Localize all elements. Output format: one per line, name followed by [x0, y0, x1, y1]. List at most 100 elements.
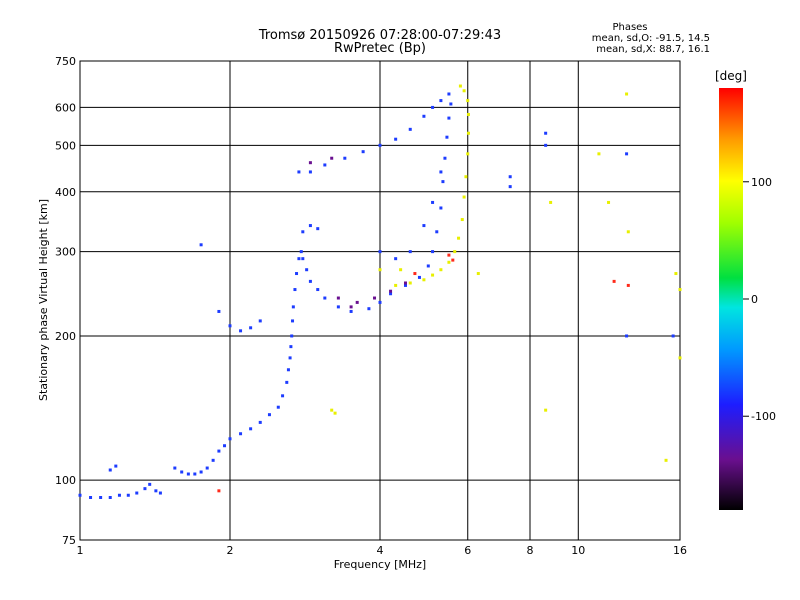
echo-point [299, 250, 303, 254]
echo-point [439, 170, 443, 174]
echo-point [193, 472, 197, 476]
echo-point [394, 283, 398, 287]
echo-point [625, 92, 629, 96]
colorbar-label: [deg] [715, 69, 747, 83]
echo-point [290, 334, 294, 338]
echo-point [447, 260, 451, 264]
echo-point [544, 143, 548, 147]
echo-point [626, 283, 630, 287]
colorbar-tick-label: -100 [751, 410, 776, 423]
echo-point [508, 185, 512, 189]
echo-point [108, 495, 112, 499]
echo-point [460, 218, 464, 222]
echo-point [154, 489, 158, 493]
echo-point [394, 137, 398, 141]
echo-point [323, 163, 327, 167]
x-axis-label: Frequency [MHz] [334, 558, 426, 571]
echo-point [464, 175, 468, 179]
x-tick-label: 2 [227, 544, 234, 557]
echo-point [373, 296, 377, 300]
echo-point [349, 309, 353, 313]
echo-point [457, 236, 461, 240]
echo-point [462, 89, 466, 93]
echo-point [78, 493, 82, 497]
echo-point [199, 243, 203, 247]
echo-point [301, 257, 305, 261]
echo-point [443, 156, 447, 160]
y-tick-label: 300 [55, 246, 76, 259]
echo-point [367, 307, 371, 311]
echo-point [466, 112, 470, 116]
echo-point [549, 200, 553, 204]
echo-point [389, 292, 393, 296]
echo-point [316, 227, 320, 231]
echo-point [199, 470, 203, 474]
echo-point [378, 250, 382, 254]
echo-point [99, 495, 103, 499]
echo-point [431, 200, 435, 204]
echo-point [295, 272, 299, 276]
echo-point [308, 224, 312, 228]
echo-point [447, 116, 451, 120]
echo-point [435, 230, 439, 234]
echo-point [678, 356, 682, 360]
phases-x-stats: mean, sd,X: 88.7, 16.1 [596, 44, 710, 55]
echo-point [343, 156, 347, 160]
echo-point [239, 329, 243, 333]
echo-point [439, 206, 443, 210]
echo-point [413, 272, 417, 276]
echo-point [349, 305, 353, 309]
echo-point [439, 268, 443, 272]
echo-point [281, 394, 285, 398]
echo-point [458, 84, 462, 88]
echo-point [451, 258, 455, 262]
echo-point [447, 253, 451, 257]
x-tick-label: 6 [464, 544, 471, 557]
echo-point [258, 319, 262, 323]
echo-point [217, 489, 221, 493]
echo-point [211, 458, 215, 462]
echo-point [378, 268, 382, 272]
echo-point [355, 300, 359, 304]
grid-lines [79, 60, 681, 541]
echo-point [301, 230, 305, 234]
echo-point [431, 105, 435, 109]
echo-point [441, 180, 445, 184]
echo-point [678, 288, 682, 292]
echo-point [466, 131, 470, 135]
x-tick-labels: 1 2 4 6 8 10 16 [77, 544, 688, 557]
echo-point [674, 272, 678, 276]
echo-point [626, 230, 630, 234]
echo-point [336, 305, 340, 309]
echo-point [408, 281, 412, 285]
echo-point [544, 131, 548, 135]
y-axis-label: Stationary phase Virtual Height [km] [37, 199, 50, 401]
echo-point [466, 99, 470, 103]
echo-point [148, 482, 152, 486]
echo-point [305, 268, 309, 272]
echo-point [143, 487, 147, 491]
echo-point [308, 279, 312, 283]
echo-point [158, 491, 162, 495]
echo-point [297, 170, 301, 174]
echo-point [297, 257, 301, 261]
echo-point [426, 264, 430, 268]
echo-point [399, 268, 403, 272]
y-tick-labels: 75 100 200 300 400 500 600 750 [55, 55, 76, 547]
echo-point [291, 305, 295, 309]
echo-point [625, 152, 629, 156]
echo-point [389, 289, 393, 293]
echo-point [330, 156, 334, 160]
echo-point [217, 449, 221, 453]
y-tick-label: 750 [55, 55, 76, 68]
echo-point [289, 345, 293, 349]
phases-title: Phases [612, 22, 648, 33]
echo-point [291, 319, 295, 323]
echo-point [544, 408, 548, 412]
echo-point [288, 356, 292, 360]
x-tick-label: 1 [77, 544, 84, 557]
x-tick-label: 16 [673, 544, 687, 557]
echo-point [431, 273, 435, 277]
echo-point [422, 224, 426, 228]
echo-point [508, 175, 512, 179]
